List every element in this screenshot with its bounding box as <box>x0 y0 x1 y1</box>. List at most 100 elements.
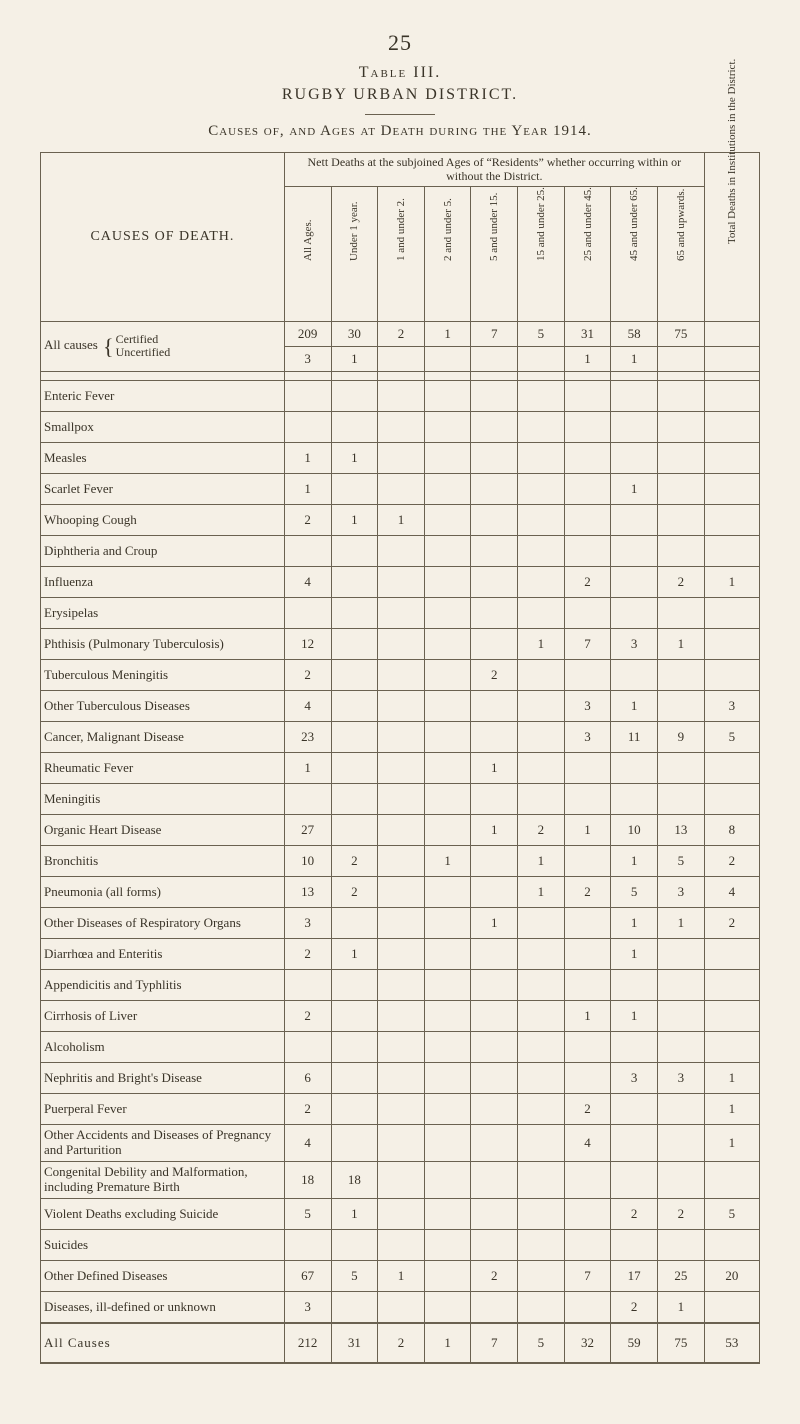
spacer-cell <box>471 371 518 380</box>
spacer-cell <box>611 371 658 380</box>
cause-label: Tuberculous Meningitis <box>41 659 285 690</box>
cell <box>611 535 658 566</box>
cell <box>518 752 565 783</box>
cell <box>611 1161 658 1198</box>
cell: 59 <box>611 1323 658 1363</box>
table-row: Measles11 <box>41 442 760 473</box>
cell <box>611 566 658 597</box>
cell <box>564 1291 611 1323</box>
cell: 1 <box>284 442 331 473</box>
table-row: Cirrhosis of Liver211 <box>41 1000 760 1031</box>
cell: 1 <box>518 845 565 876</box>
cell <box>657 504 704 535</box>
cell <box>284 969 331 1000</box>
cell: 53 <box>704 1323 759 1363</box>
cause-label: Pneumonia (all forms) <box>41 876 285 907</box>
cell: 4 <box>284 566 331 597</box>
cell <box>331 1124 378 1161</box>
spacer-cell <box>331 371 378 380</box>
cell: 2 <box>657 566 704 597</box>
cell <box>471 1291 518 1323</box>
cell <box>518 504 565 535</box>
cell <box>657 411 704 442</box>
cell <box>424 1000 471 1031</box>
cell <box>378 783 425 814</box>
age-group-header: Nett Deaths at the subjoined Ages of “Re… <box>284 153 704 187</box>
cell: 1 <box>611 473 658 504</box>
cell <box>284 411 331 442</box>
cell <box>518 1229 565 1260</box>
cell <box>611 1093 658 1124</box>
cell: 8 <box>704 814 759 845</box>
divider <box>365 114 435 115</box>
spacer-cell <box>657 371 704 380</box>
cell <box>424 566 471 597</box>
cell <box>424 969 471 1000</box>
cause-label: Measles <box>41 442 285 473</box>
cell <box>378 1093 425 1124</box>
cause-label: Organic Heart Disease <box>41 814 285 845</box>
table-row: Meningitis <box>41 783 760 814</box>
table-row: Appendicitis and Typhlitis <box>41 969 760 1000</box>
cell <box>331 1062 378 1093</box>
cell <box>424 442 471 473</box>
cell: 1 <box>564 814 611 845</box>
cell: 1 <box>331 1198 378 1229</box>
cell <box>704 659 759 690</box>
cell: 2 <box>284 659 331 690</box>
cell: 13 <box>284 876 331 907</box>
all-causes-row: All causes {CertifiedUncertified20930217… <box>41 321 760 346</box>
cell <box>611 659 658 690</box>
cell <box>378 814 425 845</box>
cell <box>331 566 378 597</box>
cell <box>471 442 518 473</box>
cell <box>518 907 565 938</box>
cell <box>518 380 565 411</box>
cell: 7 <box>564 628 611 659</box>
cell: 2 <box>704 907 759 938</box>
cause-label: Nephritis and Bright's Disease <box>41 1062 285 1093</box>
institutions-header: Total Deaths in Institutions in the Dist… <box>704 153 759 322</box>
table-row: Nephritis and Bright's Disease6331 <box>41 1062 760 1093</box>
cell: 5 <box>518 1323 565 1363</box>
cell: 5 <box>611 876 658 907</box>
cell <box>378 721 425 752</box>
cell <box>611 783 658 814</box>
cause-label: Congenital Debility and Malformation, in… <box>41 1161 285 1198</box>
cell <box>471 721 518 752</box>
cell <box>331 752 378 783</box>
table-row: Pneumonia (all forms)13212534 <box>41 876 760 907</box>
cell <box>611 504 658 535</box>
cell <box>704 969 759 1000</box>
cell <box>704 473 759 504</box>
cell <box>611 969 658 1000</box>
page-number: 25 <box>40 30 760 56</box>
cell <box>471 845 518 876</box>
cell <box>518 1161 565 1198</box>
cell: 30 <box>331 321 378 346</box>
cell <box>378 411 425 442</box>
cell: 3 <box>284 1291 331 1323</box>
cell <box>471 1093 518 1124</box>
cell: 17 <box>611 1260 658 1291</box>
cell <box>518 597 565 628</box>
cell: 2 <box>378 1323 425 1363</box>
cause-label: Other Defined Diseases <box>41 1260 285 1291</box>
table-row: Phthisis (Pulmonary Tuberculosis)121731 <box>41 628 760 659</box>
cell <box>378 473 425 504</box>
cell: 1 <box>611 907 658 938</box>
cell <box>284 1229 331 1260</box>
cell <box>424 1031 471 1062</box>
cell: 1 <box>331 346 378 371</box>
cell: 1 <box>657 628 704 659</box>
cell <box>704 752 759 783</box>
cell: 18 <box>284 1161 331 1198</box>
cell <box>611 411 658 442</box>
cell: 3 <box>564 721 611 752</box>
cell <box>704 442 759 473</box>
cell <box>378 659 425 690</box>
table-row: Rheumatic Fever11 <box>41 752 760 783</box>
cell <box>378 938 425 969</box>
cell <box>378 752 425 783</box>
cell: 209 <box>284 321 331 346</box>
